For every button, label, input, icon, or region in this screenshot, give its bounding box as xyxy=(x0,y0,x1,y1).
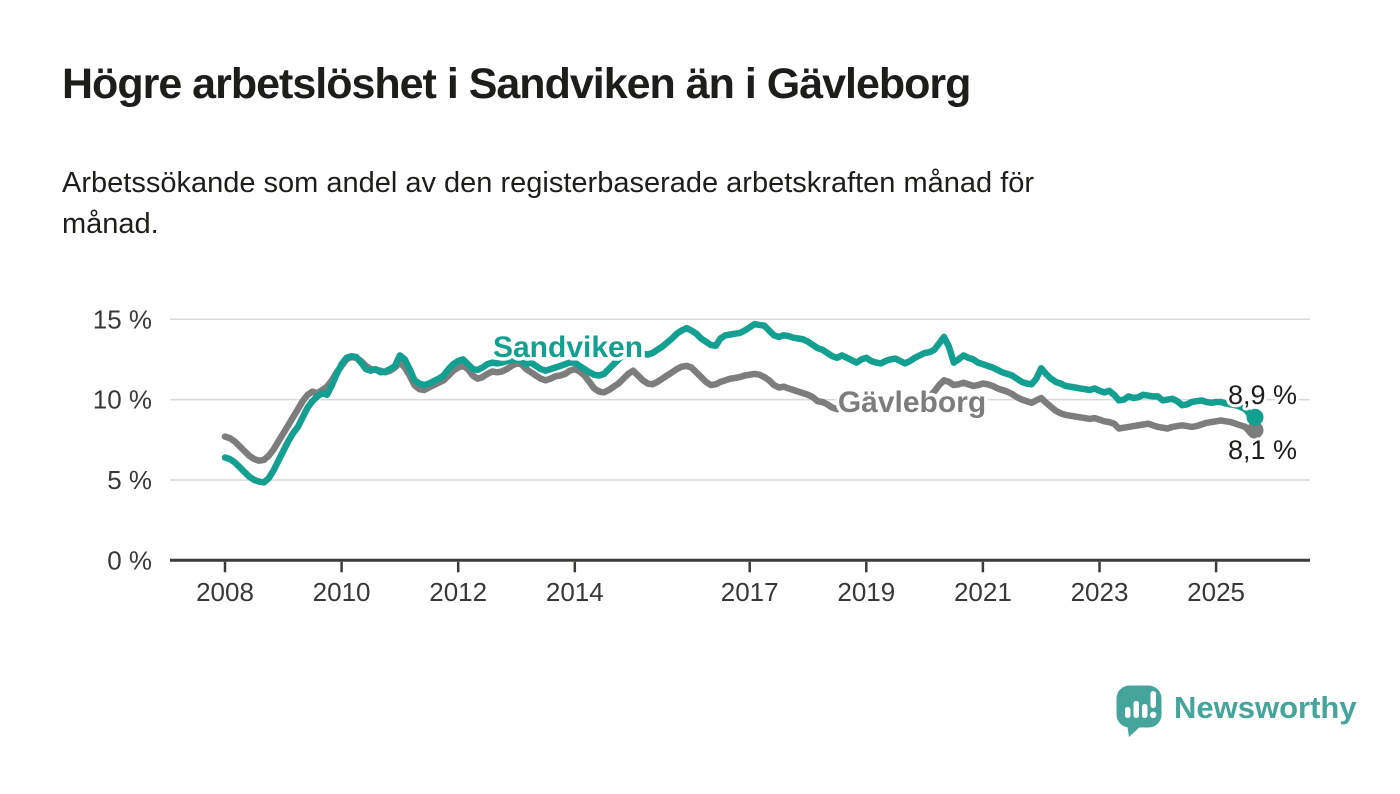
y-tick-label: 5 % xyxy=(107,465,152,495)
chart-subtitle: Arbetssökande som andel av den registerb… xyxy=(62,167,1035,241)
x-tick-label: 2025 xyxy=(1187,577,1245,607)
sandviken-end-value-label: 8,9 % xyxy=(1228,380,1297,410)
sandviken-line xyxy=(221,320,1259,486)
sandviken-series-label: Sandviken xyxy=(493,331,643,364)
newsworthy-logo-text: Newsworthy xyxy=(1174,690,1357,725)
x-tick-label: 2014 xyxy=(546,577,604,607)
gavleborg-end-value-label: 8,1 % xyxy=(1228,435,1297,465)
x-tick-label: 2012 xyxy=(429,577,487,607)
chart-title: Högre arbetslöshet i Sandviken än i Gävl… xyxy=(62,60,971,108)
x-tick-label: 2019 xyxy=(837,577,895,607)
newsworthy-logo: Newsworthy xyxy=(1115,684,1357,738)
labels-group: Sandviken Gävleborg 8,9 % 8,1 % xyxy=(489,328,1300,469)
x-tick-label: 2023 xyxy=(1071,577,1129,607)
x-tick-label: 2008 xyxy=(196,577,254,607)
newsworthy-logo-icon xyxy=(1116,685,1162,737)
x-tick-label: 2021 xyxy=(954,577,1012,607)
y-tick-label: 10 % xyxy=(93,385,152,415)
x-axis-group: 2008 2010 2012 2014 2017 2019 2021 2023 2025 xyxy=(196,561,1245,607)
gridlines-group: 0 % 5 % 10 % 15 % xyxy=(93,304,1310,575)
gavleborg-end-dot xyxy=(1246,421,1264,439)
y-tick-label: 0 % xyxy=(107,545,152,575)
x-tick-label: 2017 xyxy=(721,577,779,607)
x-tick-label: 2010 xyxy=(313,577,371,607)
y-tick-label: 15 % xyxy=(93,304,152,334)
series-group xyxy=(221,320,1264,486)
sandviken-end-dot xyxy=(1246,408,1264,426)
gavleborg-series-label: Gävleborg xyxy=(838,386,986,419)
